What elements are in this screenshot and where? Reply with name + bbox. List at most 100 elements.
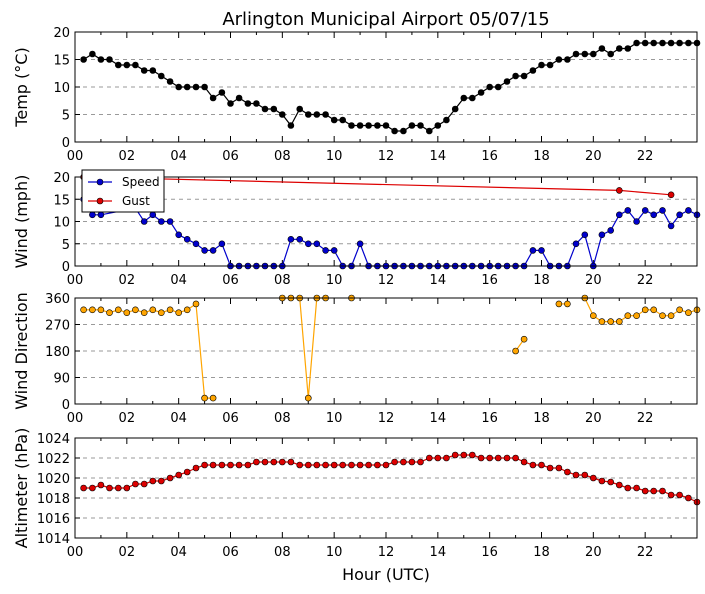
altimeter-altimeter-point (546, 464, 554, 472)
altimeter-altimeter-point (633, 484, 640, 492)
direction-direction-point (512, 347, 519, 355)
chart-title: Arlington Municipal Airport 05/07/15 (222, 9, 549, 30)
wind-speed-point (287, 236, 295, 243)
altimeter-altimeter-point (192, 464, 200, 472)
direction-direction-point (641, 306, 649, 314)
direction-direction-point (97, 306, 105, 314)
temp-temp-point (287, 122, 295, 129)
altimeter-ytick-label: 1014 (37, 532, 70, 547)
direction-direction-point (650, 306, 658, 314)
altimeter-ytick-label: 1016 (37, 512, 70, 527)
temp-temp-point (270, 105, 278, 113)
temp-temp-point (624, 45, 632, 52)
wind-gust-point (615, 187, 623, 194)
temp-temp-point (348, 122, 355, 129)
direction-direction-point (564, 300, 571, 308)
altimeter-altimeter-point (425, 454, 433, 462)
direction-direction-point (520, 335, 528, 343)
wind-y-axis-label: Wind (mph) (12, 175, 31, 269)
wind-legend: Speed Gust (81, 169, 165, 213)
wind-speed-point (641, 207, 649, 214)
altimeter-altimeter-point (486, 454, 494, 462)
wind-speed-point (572, 240, 580, 248)
temp-temp-point (166, 78, 174, 85)
temp-temp-point (209, 94, 217, 102)
direction-xtick-label: 04 (170, 411, 187, 426)
altimeter-altimeter-point (624, 484, 632, 492)
wind-speed-point (158, 218, 165, 225)
temp-ytick-label: 10 (53, 81, 70, 96)
altimeter-xtick-label: 12 (378, 545, 395, 560)
direction-direction-point (201, 394, 208, 402)
temp-temp-point (365, 122, 372, 129)
temp-temp-point (425, 127, 433, 135)
altimeter-xtick-label: 18 (533, 545, 550, 560)
altimeter-altimeter-point (356, 461, 364, 469)
direction-xtick-label: 18 (533, 411, 550, 426)
temp-temp-point (296, 105, 304, 113)
direction-xtick-label: 22 (637, 411, 654, 426)
direction-direction-point (140, 309, 148, 317)
direction-y-axis-label: Wind Direction (12, 292, 31, 410)
temp-xtick-label: 20 (585, 149, 602, 164)
altimeter-altimeter-point (278, 458, 286, 466)
temp-temp-point (598, 45, 606, 52)
temp-temp-point (278, 111, 286, 118)
wind-speed-point (624, 207, 632, 214)
wind-gust-point (667, 191, 675, 199)
wind-speed-point (607, 227, 615, 234)
temp-xtick-label: 18 (533, 149, 550, 164)
temp-temp-point (460, 94, 468, 102)
wind-xtick-label: 00 (67, 273, 84, 288)
temp-ytick-label: 20 (53, 26, 70, 41)
altimeter-altimeter-point (339, 461, 347, 469)
wind-speed-point (209, 247, 217, 254)
wind-xtick-label: 02 (119, 273, 136, 288)
direction-direction-point (123, 309, 131, 317)
altimeter-xtick-label: 08 (274, 545, 291, 560)
altimeter-altimeter-point (400, 458, 407, 466)
direction-direction-line (282, 297, 326, 399)
direction-direction-point (624, 312, 632, 320)
temp-temp-point (581, 50, 589, 58)
wind-speed-point (304, 240, 312, 248)
direction-direction-point (115, 306, 122, 314)
altimeter-altimeter-point (374, 461, 381, 469)
wind-speed-line (83, 199, 698, 269)
direction-direction-point (667, 312, 675, 320)
wind-xtick-label: 22 (637, 273, 654, 288)
altimeter-altimeter-point (330, 461, 338, 469)
direction-xtick-label: 12 (378, 411, 395, 426)
altimeter-altimeter-point (650, 487, 658, 495)
altimeter-altimeter-point (149, 477, 157, 485)
altimeter-altimeter-point (322, 461, 329, 469)
temp-temp-point (253, 100, 260, 107)
altimeter-altimeter-point (244, 461, 252, 469)
wind-xtick-label: 16 (481, 273, 498, 288)
temp-temp-point (339, 116, 347, 124)
direction-direction-point (589, 312, 597, 320)
altimeter-altimeter-point (253, 458, 260, 466)
direction-direction-point (158, 309, 165, 317)
direction-direction-point (80, 306, 87, 314)
altimeter-altimeter-point (685, 494, 692, 502)
wind-ytick-label: 20 (53, 171, 70, 186)
temp-temp-point (391, 127, 398, 135)
direction-direction-point (89, 306, 96, 314)
altimeter-altimeter-point (270, 458, 278, 466)
direction-frame (74, 297, 698, 405)
temp-temp-point (80, 56, 87, 63)
wind-speed-point (538, 247, 545, 254)
temp-temp-point (417, 122, 424, 129)
direction-direction-point (659, 312, 666, 320)
temp-temp-point (149, 67, 157, 74)
altimeter-altimeter-point (296, 461, 304, 469)
direction-direction-point (598, 318, 606, 325)
direction-xtick-label: 08 (274, 411, 291, 426)
direction-direction-point (555, 300, 563, 308)
altimeter-xtick-label: 22 (637, 545, 654, 560)
altimeter-altimeter-point (520, 458, 528, 466)
temp-temp-point (434, 122, 442, 129)
